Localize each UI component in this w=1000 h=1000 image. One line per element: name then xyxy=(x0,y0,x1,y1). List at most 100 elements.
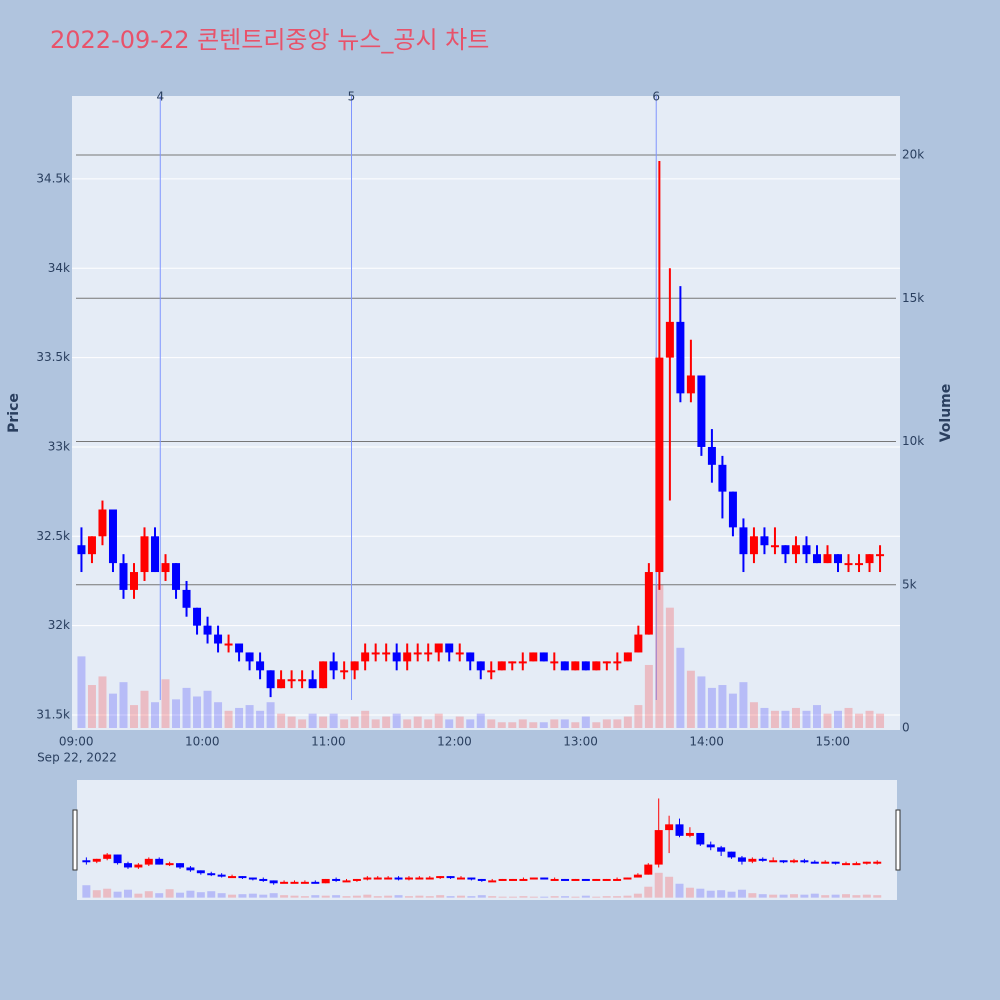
range-handle[interactable] xyxy=(895,809,901,871)
candle-body xyxy=(319,661,328,689)
mini-candle-body xyxy=(352,878,361,881)
volume-bar xyxy=(77,656,86,728)
candle-body xyxy=(172,563,181,590)
volume-bar xyxy=(329,713,338,728)
candle-body xyxy=(508,661,517,664)
candle-body xyxy=(571,661,580,671)
mini-volume-bar xyxy=(352,895,361,898)
candle-body xyxy=(129,572,138,590)
candle-body xyxy=(613,661,622,664)
chart-title: 2022-09-22 콘텐트리중앙 뉴스_공시 차트 xyxy=(50,26,489,54)
volume-bar xyxy=(361,710,370,728)
candle-body xyxy=(77,545,86,555)
mini-volume-bar xyxy=(789,894,798,898)
volume-bar xyxy=(392,713,401,728)
volume-bar xyxy=(791,707,800,728)
volume-bar xyxy=(844,707,853,728)
candle-body xyxy=(791,545,800,555)
x-sublabel: Sep 22, 2022 xyxy=(37,751,117,765)
candle-body xyxy=(739,527,748,555)
volume-bar xyxy=(770,710,779,728)
candle-body xyxy=(445,643,454,653)
mini-volume-bar xyxy=(456,895,465,898)
mini-volume-bar xyxy=(602,896,611,898)
mini-volume-bar xyxy=(665,876,674,898)
mini-candle-body xyxy=(488,880,497,883)
mini-volume-bar xyxy=(592,896,601,898)
y2-tick-label: 20k xyxy=(902,148,924,162)
mini-volume-bar xyxy=(717,890,726,898)
mini-volume-bar xyxy=(613,896,622,898)
mini-candle-body xyxy=(134,864,143,868)
candle-body xyxy=(539,652,548,662)
mini-candle-body xyxy=(540,877,549,880)
volume-bar xyxy=(876,713,885,728)
candle-body xyxy=(235,643,244,653)
y2-tick-label: 10k xyxy=(902,434,924,448)
volume-bar xyxy=(266,702,275,728)
y-tick-label: 33.5k xyxy=(36,350,70,364)
event-label: 5 xyxy=(348,90,356,104)
mini-candle-body xyxy=(332,878,341,881)
volume-bar xyxy=(245,705,254,728)
candle-body xyxy=(781,545,790,555)
mini-candle-body xyxy=(280,881,289,884)
volume-bar xyxy=(340,719,349,728)
x-tick-label: 10:00 xyxy=(185,735,220,749)
mini-volume-bar xyxy=(540,896,549,898)
candle-body xyxy=(98,509,107,537)
range-handle[interactable] xyxy=(72,809,78,871)
mini-candle-body xyxy=(384,877,393,880)
mini-candle-body xyxy=(779,860,788,863)
volume-bar xyxy=(518,719,527,728)
mini-volume-bar xyxy=(186,890,195,898)
mini-volume-bar xyxy=(269,893,278,898)
candle-body xyxy=(151,536,160,573)
mini-candle-body xyxy=(571,878,580,881)
mini-candle-body xyxy=(311,881,320,884)
mini-volume-bar xyxy=(727,891,736,898)
candle-body xyxy=(424,652,433,655)
mini-volume-bar xyxy=(498,896,507,898)
mini-candle-body xyxy=(467,877,476,880)
mini-volume-bar xyxy=(300,896,309,898)
volume-bar xyxy=(87,685,96,728)
volume-bar xyxy=(718,685,727,728)
mini-volume-bar xyxy=(873,895,882,898)
volume-bar xyxy=(172,699,181,728)
mini-candle-body xyxy=(550,878,559,881)
candle-body xyxy=(718,464,727,492)
volume-bar xyxy=(728,693,737,728)
mini-volume-bar xyxy=(477,895,486,898)
mini-volume-bar xyxy=(384,895,393,898)
mini-candle-body xyxy=(737,857,746,862)
y2-tick-label: 15k xyxy=(902,291,924,305)
mini-volume-bar xyxy=(228,894,237,898)
mini-volume-bar xyxy=(238,894,247,898)
volume-bar xyxy=(613,719,622,728)
candle-body xyxy=(108,509,117,564)
mini-candle-body xyxy=(644,864,653,875)
mini-candle-body xyxy=(165,863,174,866)
candle-body xyxy=(823,554,832,564)
volume-bar xyxy=(119,682,128,728)
range-slider[interactable] xyxy=(77,780,897,900)
mini-candle-body xyxy=(176,863,185,868)
y-tick-label: 31.5k xyxy=(36,707,70,721)
candle-body xyxy=(308,679,317,689)
volume-bar xyxy=(476,713,485,728)
volume-bar xyxy=(466,719,475,728)
mini-volume-bar xyxy=(342,896,351,898)
volume-bar xyxy=(571,722,580,728)
candle-body xyxy=(340,670,349,673)
mini-candle-body xyxy=(810,861,819,864)
volume-bar xyxy=(413,716,422,728)
mini-candle-body xyxy=(123,863,132,868)
mini-candle-body xyxy=(300,881,309,884)
volume-bar xyxy=(781,710,790,728)
mini-candle-body xyxy=(103,854,112,859)
mini-candle-body xyxy=(446,876,455,879)
mini-candle-body xyxy=(290,881,299,884)
mini-candle-body xyxy=(592,878,601,881)
